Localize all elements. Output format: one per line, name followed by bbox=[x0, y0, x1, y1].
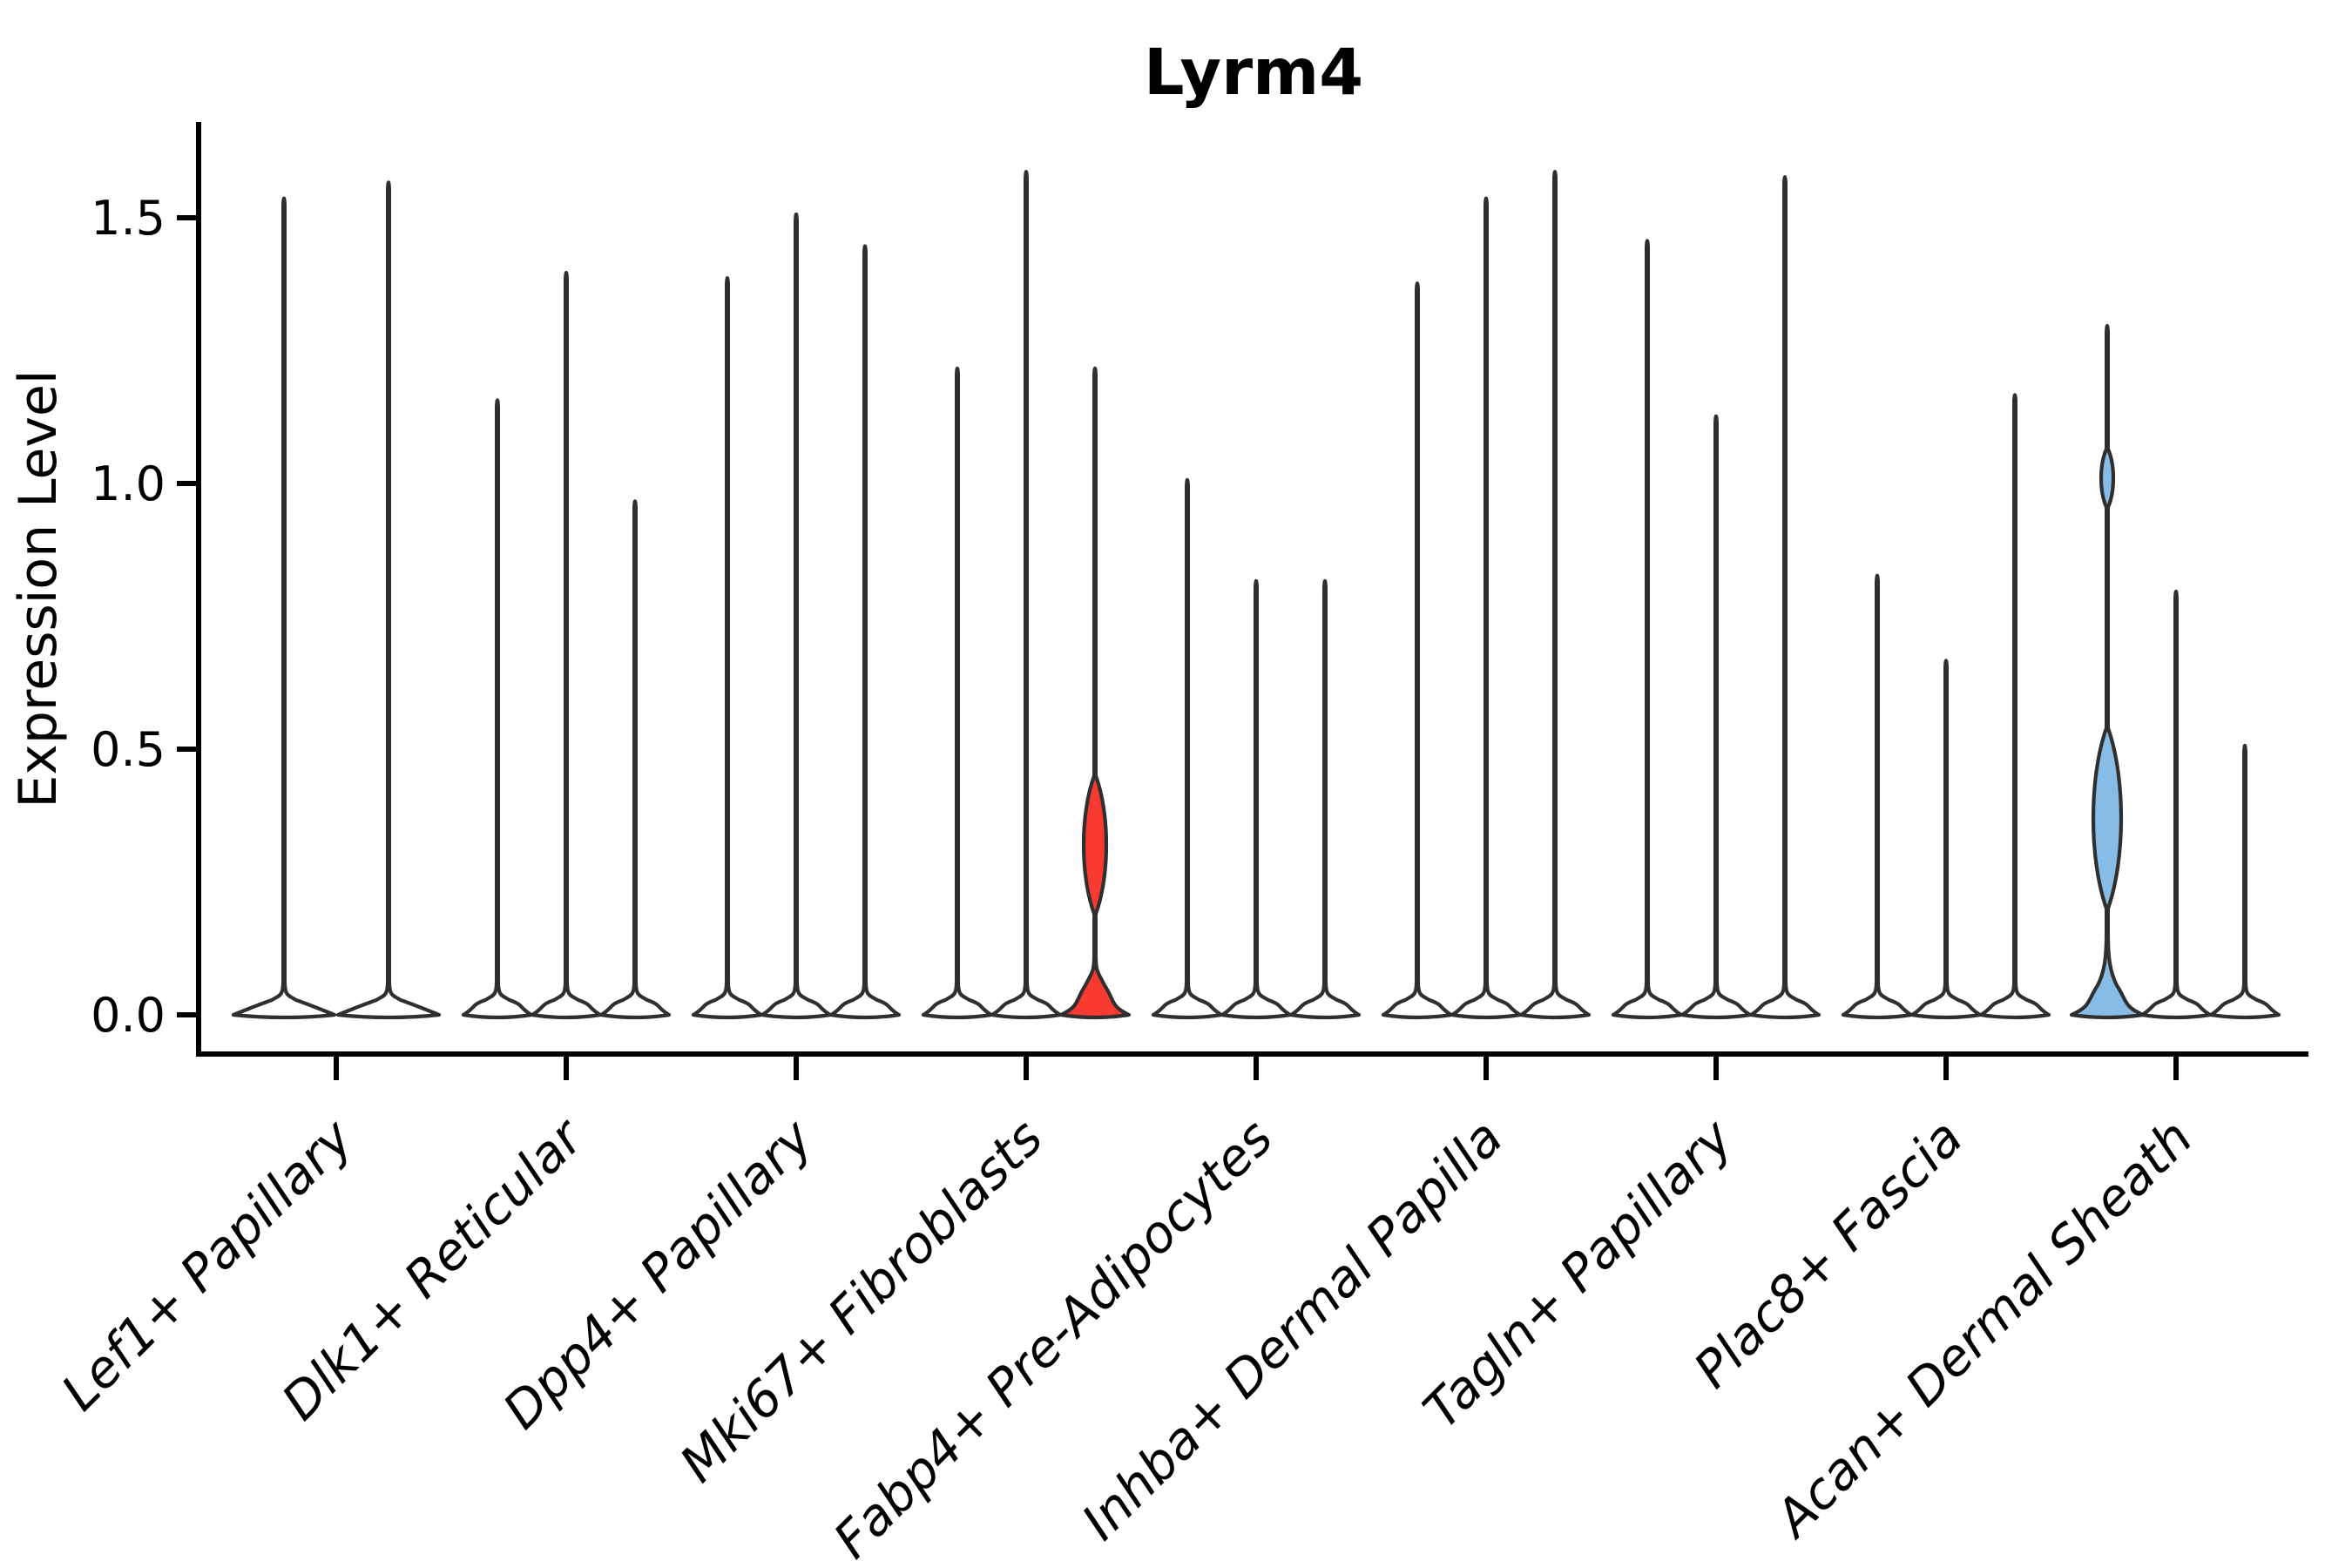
y-axis-tick-labels: 0.0 0.5 1.0 1.5 bbox=[91, 191, 166, 1043]
violin bbox=[598, 499, 672, 1020]
violin bbox=[1518, 169, 1592, 1020]
x-tick-label: Acan+ Dermal Sheath bbox=[1761, 1108, 2204, 1551]
violin-highlight-red bbox=[1058, 366, 1132, 1020]
violin bbox=[2139, 589, 2213, 1020]
violin bbox=[1450, 196, 1523, 1020]
violin-highlight-blue bbox=[2069, 323, 2146, 1020]
violin bbox=[335, 180, 442, 1020]
violin bbox=[1909, 659, 1983, 1020]
x-tick-label: Inhba+ Dermal Papilla bbox=[1071, 1108, 1514, 1551]
violin bbox=[828, 244, 902, 1020]
violin bbox=[1841, 573, 1914, 1020]
violin bbox=[231, 196, 337, 1020]
violin bbox=[2208, 743, 2281, 1020]
violin bbox=[1288, 578, 1362, 1020]
violin bbox=[760, 212, 833, 1020]
x-tick-label: Fabp4+ Pre-Adipocytes bbox=[822, 1108, 1284, 1568]
chart-title: Lyrm4 bbox=[1144, 36, 1363, 110]
violin bbox=[990, 169, 1063, 1020]
y-axis-label: Expression Level bbox=[8, 369, 69, 808]
y-tick-label: 0.5 bbox=[91, 722, 166, 777]
violin bbox=[1978, 393, 2051, 1020]
violin bbox=[530, 270, 603, 1020]
violin bbox=[921, 366, 994, 1020]
violin bbox=[1748, 175, 1821, 1020]
violin bbox=[1680, 414, 1753, 1020]
violin-shapes bbox=[231, 169, 2281, 1020]
violin bbox=[1381, 281, 1454, 1020]
y-tick-label: 1.0 bbox=[91, 456, 166, 511]
violin bbox=[1611, 239, 1684, 1020]
violin bbox=[1151, 477, 1224, 1020]
violin bbox=[1220, 578, 1293, 1020]
y-tick-label: 0.0 bbox=[91, 988, 166, 1043]
violin bbox=[461, 398, 534, 1020]
y-tick-label: 1.5 bbox=[91, 191, 166, 246]
axes bbox=[177, 122, 2308, 1080]
violin bbox=[691, 276, 764, 1020]
